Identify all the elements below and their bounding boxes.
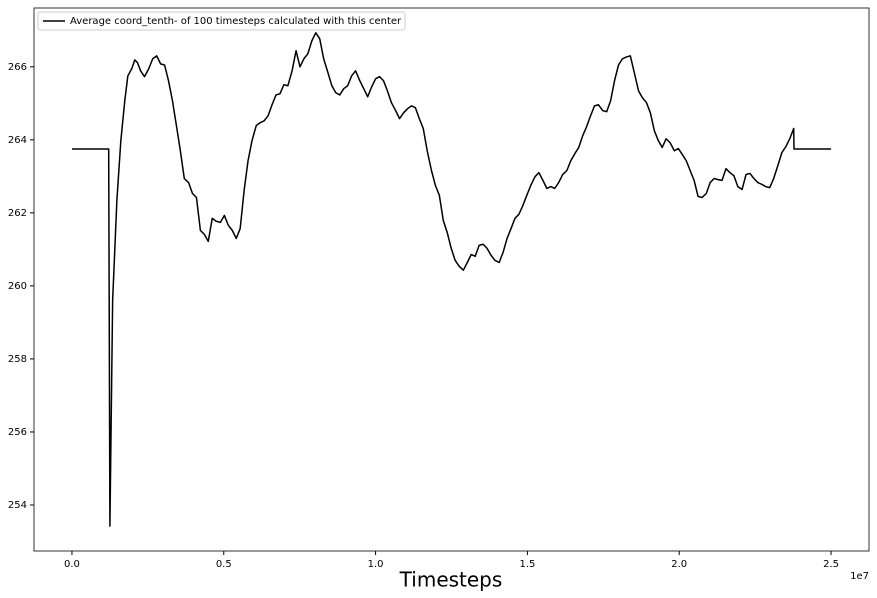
legend-label: Average coord_tenth- of 100 timesteps ca…: [70, 16, 402, 27]
y-tick-label: 260: [8, 281, 27, 292]
y-tick-label: 254: [8, 500, 27, 511]
y-tick-label: 266: [8, 62, 27, 73]
x-offset-label: 1e7: [850, 571, 869, 582]
y-tick-label: 258: [8, 354, 27, 365]
y-tick-label: 256: [8, 427, 27, 438]
x-tick-label: 2.0: [671, 559, 687, 570]
x-tick-label: 1.0: [368, 559, 384, 570]
x-tick-label: 2.5: [823, 559, 839, 570]
y-tick-label: 262: [8, 208, 27, 219]
legend-box: [37, 11, 406, 31]
data-line: [71, 32, 832, 527]
y-tick-label: 264: [8, 135, 27, 146]
plot-frame: [33, 7, 870, 552]
x-tick-label: 0.5: [216, 559, 232, 570]
x-tick-label: 1.5: [519, 559, 535, 570]
x-axis-label: Timesteps: [399, 568, 503, 592]
x-tick-label: 0.0: [64, 559, 80, 570]
